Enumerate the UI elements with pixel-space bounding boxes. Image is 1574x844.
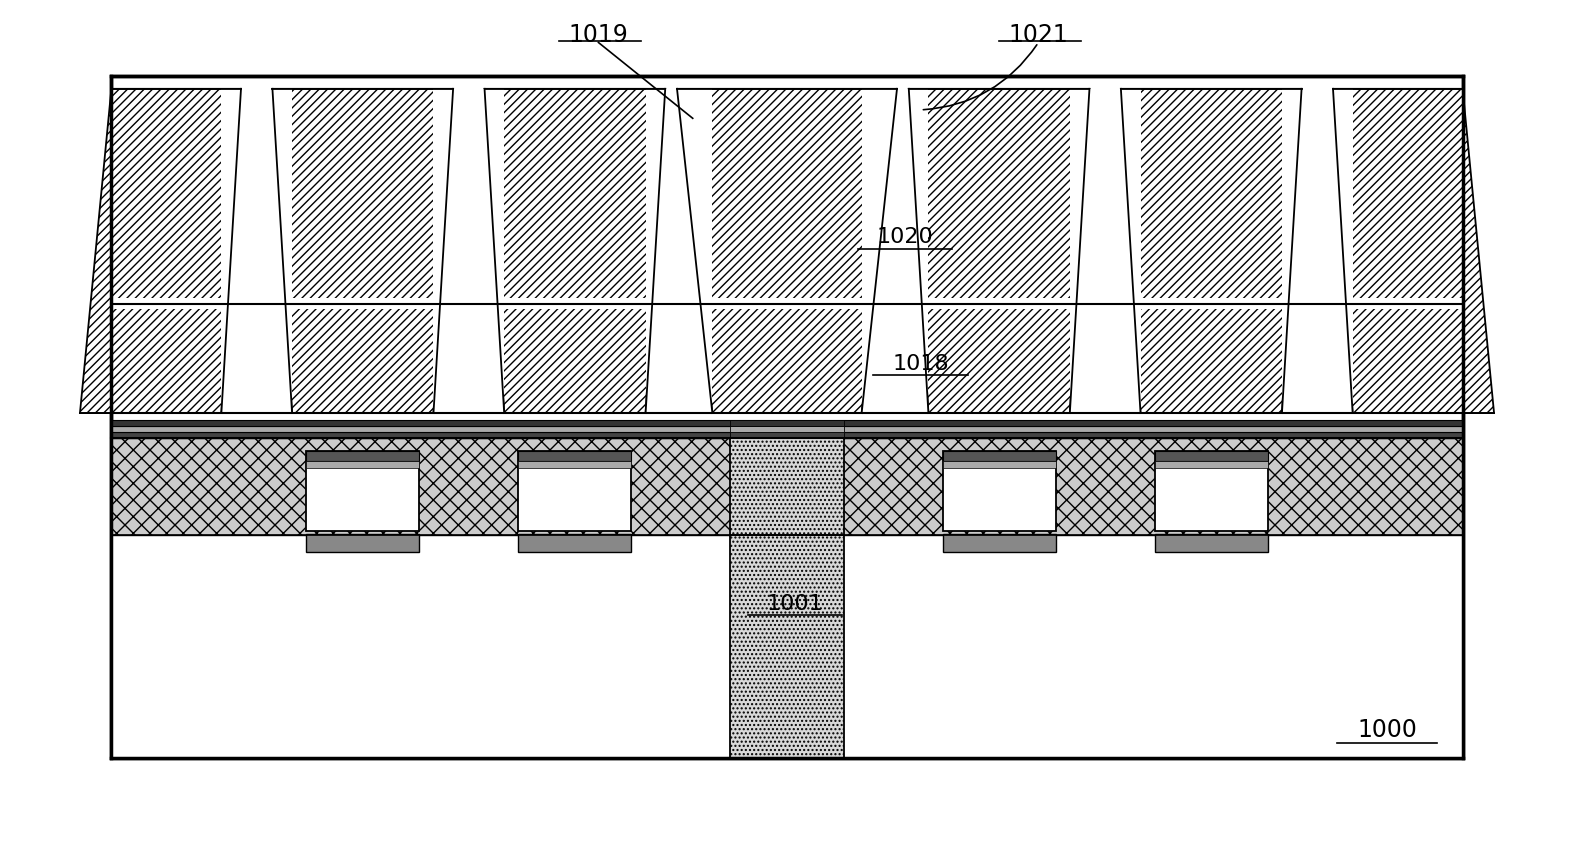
Bar [1155,452,1267,462]
Bar [112,77,1462,759]
Polygon shape [1121,89,1302,414]
Text: 1019: 1019 [568,23,628,47]
Bar [112,298,1462,310]
Bar [307,452,419,462]
Polygon shape [1333,89,1494,414]
Bar [112,89,1462,414]
Bar [112,536,1462,759]
Bar [307,452,419,532]
Text: 1000: 1000 [1357,717,1417,741]
Polygon shape [485,89,666,414]
Bar [943,534,1056,552]
Bar [1155,534,1267,552]
Polygon shape [908,89,1089,414]
Bar [943,462,1056,468]
FancyArrowPatch shape [924,46,1037,111]
Bar [112,426,1462,432]
Bar [730,439,844,536]
Bar [645,89,713,414]
Bar [730,432,844,439]
Polygon shape [272,89,453,414]
Polygon shape [677,89,897,414]
Bar [307,534,419,552]
Bar [943,452,1056,462]
Bar [730,426,844,432]
Bar [518,452,631,462]
Bar [112,420,1462,426]
Polygon shape [80,89,241,414]
Bar [307,462,419,468]
Bar [518,452,631,532]
Bar [1070,89,1141,414]
Bar [222,89,293,414]
Text: 1001: 1001 [767,592,823,613]
Bar [518,534,631,552]
Bar [943,452,1056,532]
Bar [1281,89,1352,414]
Bar [730,536,844,759]
Bar [112,432,1462,439]
Text: 1018: 1018 [892,353,949,373]
Bar [1155,452,1267,532]
Bar [433,89,504,414]
Bar [730,420,844,426]
Text: 1021: 1021 [1009,23,1069,47]
Text: 1020: 1020 [877,227,933,247]
Bar [1155,462,1267,468]
Bar [112,439,1462,536]
Bar [518,462,631,468]
Bar [861,89,929,414]
